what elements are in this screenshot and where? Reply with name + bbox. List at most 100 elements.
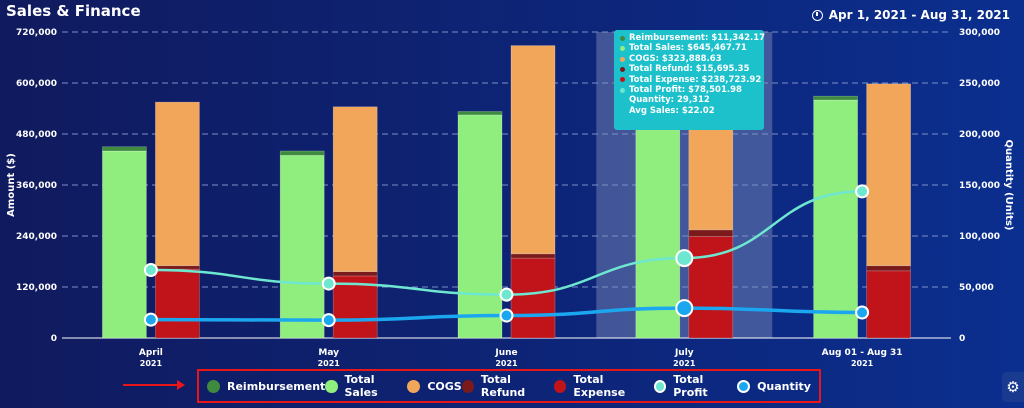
legend-label: COGS xyxy=(427,379,462,393)
tooltip-text: Total Refund: $15,695.35 xyxy=(629,64,750,75)
y2-tick-label: 250,000 xyxy=(959,79,1000,89)
legend-swatch xyxy=(554,379,567,393)
clock-icon xyxy=(811,9,823,21)
x-tick-sublabel: 2021 xyxy=(318,359,341,368)
point-total-profit xyxy=(499,287,514,302)
date-range-picker[interactable]: Apr 1, 2021 - Aug 31, 2021 xyxy=(811,8,1010,22)
y2-axis-title: Quantity (Units) xyxy=(1003,139,1014,230)
legend-label: Quantity xyxy=(757,379,811,393)
bar-reimbursement xyxy=(102,146,147,152)
legend-item-total-refund[interactable]: Total Refund xyxy=(461,373,555,399)
legend-swatch xyxy=(461,379,474,393)
tooltip-text: Total Expense: $238,723.92 xyxy=(629,74,762,85)
bar-reimbursement xyxy=(813,95,858,101)
annotation-arrow xyxy=(123,380,185,390)
y-tick-label: 600,000 xyxy=(16,79,57,89)
legend-item-total-sales[interactable]: Total Sales xyxy=(325,373,407,399)
bar-total-expense xyxy=(510,257,556,339)
chart-legend: Reimbursement Total Sales COGS Total Refund… xyxy=(197,369,821,403)
bar-cogs xyxy=(510,45,556,255)
y2-tick-label: 100,000 xyxy=(959,232,1000,242)
x-tick-sublabel: 2021 xyxy=(851,359,874,368)
tooltip-row: Quantity: 29,312 xyxy=(620,95,758,105)
legend-swatch xyxy=(407,379,421,393)
bar-total-refund xyxy=(510,253,556,259)
point-quantity xyxy=(499,308,514,323)
bar-total-sales xyxy=(813,99,858,339)
legend-label: Total Expense xyxy=(573,373,626,399)
y2-tick-label: 0 xyxy=(959,334,965,344)
tooltip-row: Reimbursement: $11,342.17 xyxy=(620,33,765,43)
point-total-profit xyxy=(321,276,336,291)
x-tick-label: May xyxy=(318,348,339,358)
bar-total-sales xyxy=(102,150,147,339)
tooltip-row: COGS: $323,888.63 xyxy=(620,54,758,64)
bar-total-refund xyxy=(332,271,378,277)
y-tick-label: 0 xyxy=(51,334,57,344)
bar-total-expense xyxy=(866,270,911,339)
settings-button[interactable]: ⚙ xyxy=(1002,372,1024,402)
tooltip-text: Avg Sales: $22.02 xyxy=(629,105,715,116)
legend-swatch xyxy=(737,379,751,393)
point-quantity xyxy=(143,312,158,327)
legend-swatch xyxy=(653,379,667,393)
legend-item-total-profit[interactable]: Total Profit xyxy=(653,373,737,399)
bar-cogs xyxy=(332,106,378,272)
bar-reimbursement xyxy=(279,150,325,156)
tooltip-dot xyxy=(620,46,625,52)
legend-label: Reimbursement xyxy=(227,379,326,393)
x-tick-sublabel: 2021 xyxy=(495,359,518,368)
y-axis-title: Amount ($) xyxy=(6,153,17,217)
bar-total-refund xyxy=(155,265,200,270)
legend-swatch xyxy=(207,379,220,393)
y-tick-label: 720,000 xyxy=(16,28,57,38)
bar-total-sales xyxy=(279,154,325,339)
x-tick-sublabel: 2021 xyxy=(673,359,696,368)
y2-tick-label: 50,000 xyxy=(959,283,994,293)
tooltip-row: Total Refund: $15,695.35 xyxy=(620,64,758,74)
bar-cogs xyxy=(155,101,200,267)
tooltip-dot xyxy=(620,66,625,72)
tooltip-dot xyxy=(620,35,625,41)
legend-label: Total Refund xyxy=(480,373,526,399)
tooltip-dot xyxy=(620,77,625,83)
date-range-label: Apr 1, 2021 - Aug 31, 2021 xyxy=(828,8,1010,22)
y2-tick-label: 200,000 xyxy=(959,130,1000,140)
tooltip-text: Reimbursement: $11,342.17 xyxy=(629,33,766,43)
tooltip-dot xyxy=(620,87,625,93)
tooltip-text: COGS: $323,888.63 xyxy=(629,53,722,64)
point-quantity xyxy=(855,305,870,320)
tooltip-row: Avg Sales: $22.02 xyxy=(620,106,758,116)
tooltip-row: Total Expense: $238,723.92 xyxy=(620,74,762,85)
tooltip-row: Total Profit: $78,501.98 xyxy=(620,85,758,95)
y-tick-label: 120,000 xyxy=(16,283,57,293)
legend-item-total-expense[interactable]: Total Expense xyxy=(554,373,654,399)
legend-item-quantity[interactable]: Quantity xyxy=(737,379,811,393)
point-total-profit xyxy=(855,184,870,199)
x-tick-label: July xyxy=(674,348,694,358)
y-tick-label: 240,000 xyxy=(16,232,57,242)
legend-swatch xyxy=(325,379,338,393)
tooltip-text: Quantity: 29,312 xyxy=(629,95,710,106)
bar-total-expense xyxy=(332,275,378,339)
bar-total-refund xyxy=(866,265,911,272)
tooltip-row: Total Sales: $645,467.71 xyxy=(620,43,758,53)
bar-total-sales xyxy=(457,114,503,339)
legend-label: Total Sales xyxy=(344,373,378,399)
legend-item-reimbursement[interactable]: Reimbursement xyxy=(207,379,326,393)
y-tick-label: 360,000 xyxy=(16,181,57,191)
tooltip-text: Total Sales: $645,467.71 xyxy=(629,43,747,54)
bar-total-expense xyxy=(688,236,734,339)
point-total-profit xyxy=(675,249,694,268)
point-quantity xyxy=(675,299,694,318)
gear-icon: ⚙ xyxy=(1006,378,1020,396)
x-tick-sublabel: 2021 xyxy=(140,359,163,368)
y2-tick-label: 300,000 xyxy=(959,28,1000,38)
line-total-profit xyxy=(150,190,863,296)
bar-total-expense xyxy=(155,268,200,339)
x-tick-label: April xyxy=(139,348,163,358)
y2-tick-label: 150,000 xyxy=(959,181,1000,191)
tooltip-text: Total Profit: $78,501.98 xyxy=(629,85,742,96)
legend-item-cogs[interactable]: COGS xyxy=(407,379,462,393)
